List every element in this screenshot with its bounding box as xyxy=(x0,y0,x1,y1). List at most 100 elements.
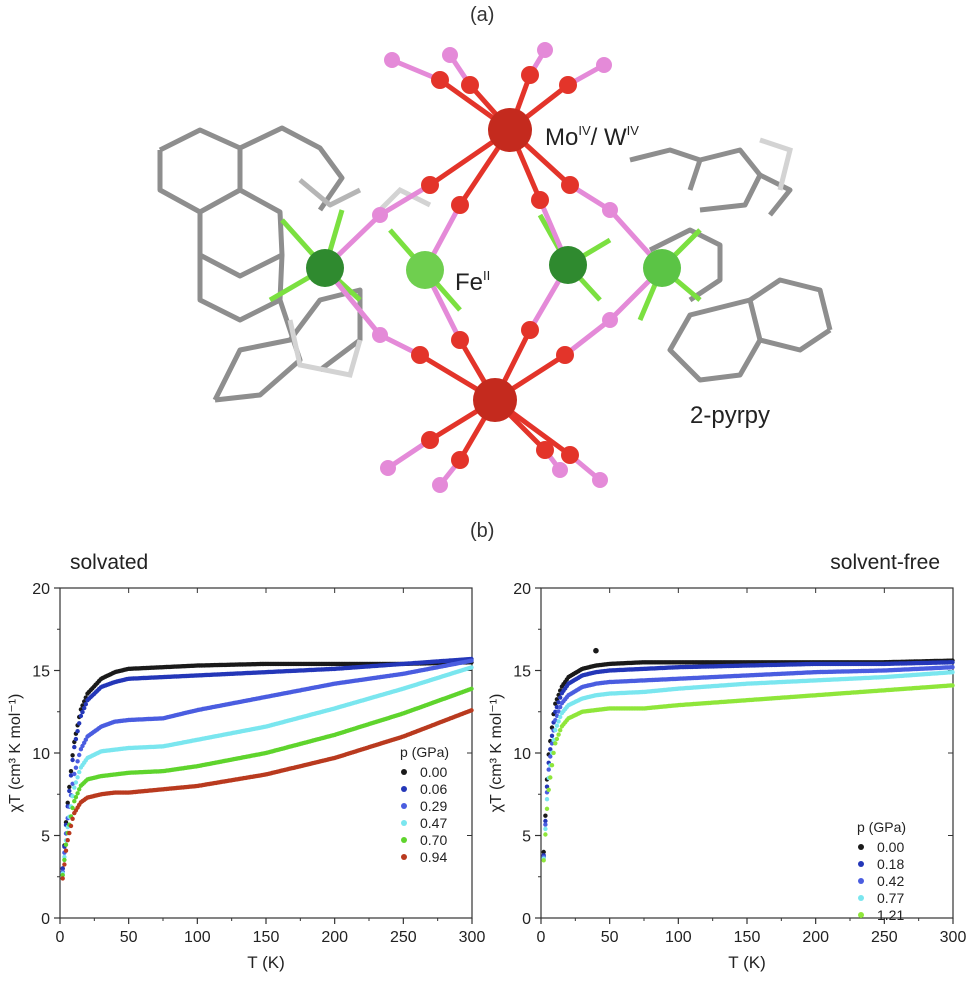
fe-atom-1 xyxy=(306,249,344,287)
mo-w-label: MoIV/ WIV xyxy=(545,123,639,151)
y-axis-label: χT (cm³ K mol⁻¹) xyxy=(488,694,505,813)
data-point xyxy=(67,830,72,836)
x-tick-label: 150 xyxy=(253,929,280,946)
legend-entry: 0.47 xyxy=(420,815,447,831)
data-point xyxy=(548,775,553,780)
data-point xyxy=(68,773,74,778)
legend-entry: 0.29 xyxy=(420,798,447,814)
data-point xyxy=(73,765,79,770)
data-point xyxy=(543,813,548,818)
data-point xyxy=(548,754,553,759)
legend-entry: 0.70 xyxy=(420,832,447,848)
chart-1-title: solvated xyxy=(70,551,149,574)
data-point xyxy=(62,862,67,867)
x-tick-label: 200 xyxy=(321,929,348,946)
data-point xyxy=(63,842,69,847)
data-point xyxy=(549,733,555,738)
data-point xyxy=(72,771,77,777)
legend-marker xyxy=(401,786,407,792)
y-tick-label: 20 xyxy=(513,581,531,598)
data-point xyxy=(556,709,561,714)
data-point xyxy=(551,750,556,756)
data-point xyxy=(543,826,548,832)
data-point xyxy=(62,857,67,863)
data-point xyxy=(68,823,74,829)
data-point xyxy=(558,728,563,733)
legend-marker xyxy=(858,912,864,918)
data-point xyxy=(78,713,84,719)
data-point xyxy=(77,787,82,792)
data-point xyxy=(553,727,558,733)
data-point xyxy=(68,769,74,774)
x-tick-label: 150 xyxy=(734,929,761,946)
data-point xyxy=(950,665,955,670)
data-point xyxy=(950,670,955,675)
x-tick-label: 250 xyxy=(871,929,898,946)
data-point xyxy=(541,849,546,855)
legend-entry: 0.18 xyxy=(877,856,904,872)
data-point xyxy=(469,658,474,663)
legend-marker xyxy=(858,878,864,884)
y-tick-label: 20 xyxy=(32,581,50,598)
fe-label: FeII xyxy=(455,268,490,296)
data-point xyxy=(551,737,556,743)
chart-solvent-free: 0 50 100 150 200 250 300 0 5 10 15 20 T (K) χT (cm³ K… xyxy=(488,581,966,972)
x-tick-label: 50 xyxy=(120,929,138,946)
cyanide-bridges xyxy=(323,127,664,403)
data-point xyxy=(554,713,560,718)
fe-atom-4 xyxy=(643,249,681,287)
legend-marker xyxy=(401,820,407,826)
legend: p (GPa) 0.000.060.290.470.700.94 xyxy=(400,744,449,865)
data-point xyxy=(556,700,561,705)
data-point xyxy=(554,736,560,742)
data-point xyxy=(556,732,561,737)
legend-entry: 0.77 xyxy=(877,890,904,906)
legend-entry: 0.42 xyxy=(877,873,904,889)
data-point xyxy=(549,763,555,768)
y-tick-label: 15 xyxy=(32,664,50,681)
chart-solvated: 0 50 100 150 200 250 300 0 5 10 15 20 T (K) χT (cm³ K… xyxy=(7,581,485,972)
data-point xyxy=(950,660,955,665)
data-point xyxy=(75,791,80,796)
data-point xyxy=(67,784,72,790)
series-0.42 xyxy=(541,665,955,860)
data-point xyxy=(83,702,89,707)
data-point xyxy=(63,848,69,853)
data-point xyxy=(60,872,65,878)
data-point xyxy=(553,709,558,714)
data-point xyxy=(75,775,80,780)
data-point xyxy=(469,665,474,670)
x-axis-label: T (K) xyxy=(728,953,765,972)
legend-entry: 0.06 xyxy=(420,781,447,797)
data-point xyxy=(543,832,548,837)
data-point xyxy=(553,718,558,723)
y-tick-label: 0 xyxy=(41,911,50,928)
panel-a-label: (a) xyxy=(470,4,495,26)
fe-atom-2 xyxy=(406,251,444,289)
data-point xyxy=(75,729,80,734)
y-tick-label: 0 xyxy=(522,911,531,928)
data-point xyxy=(950,683,955,688)
data-point xyxy=(80,709,85,715)
data-point xyxy=(558,714,563,720)
mo-w-atom-top xyxy=(488,108,532,152)
data-point xyxy=(544,806,550,811)
ligand-left-pale xyxy=(287,186,432,378)
data-point xyxy=(73,780,79,785)
data-point xyxy=(82,705,87,711)
data-point xyxy=(469,708,474,713)
fe-atom-3 xyxy=(549,246,587,284)
legend-entry: 0.00 xyxy=(877,839,904,855)
data-point xyxy=(70,816,75,821)
data-point xyxy=(72,744,77,750)
series-0.47 xyxy=(60,665,474,876)
data-point xyxy=(556,719,561,724)
data-point xyxy=(546,787,551,792)
data-point xyxy=(77,752,82,758)
y-tick-label: 10 xyxy=(32,746,50,763)
series-0.18 xyxy=(541,660,955,858)
data-point xyxy=(77,769,82,775)
data-point xyxy=(558,695,563,700)
series-0.29 xyxy=(60,658,474,874)
legend-marker xyxy=(858,844,864,850)
